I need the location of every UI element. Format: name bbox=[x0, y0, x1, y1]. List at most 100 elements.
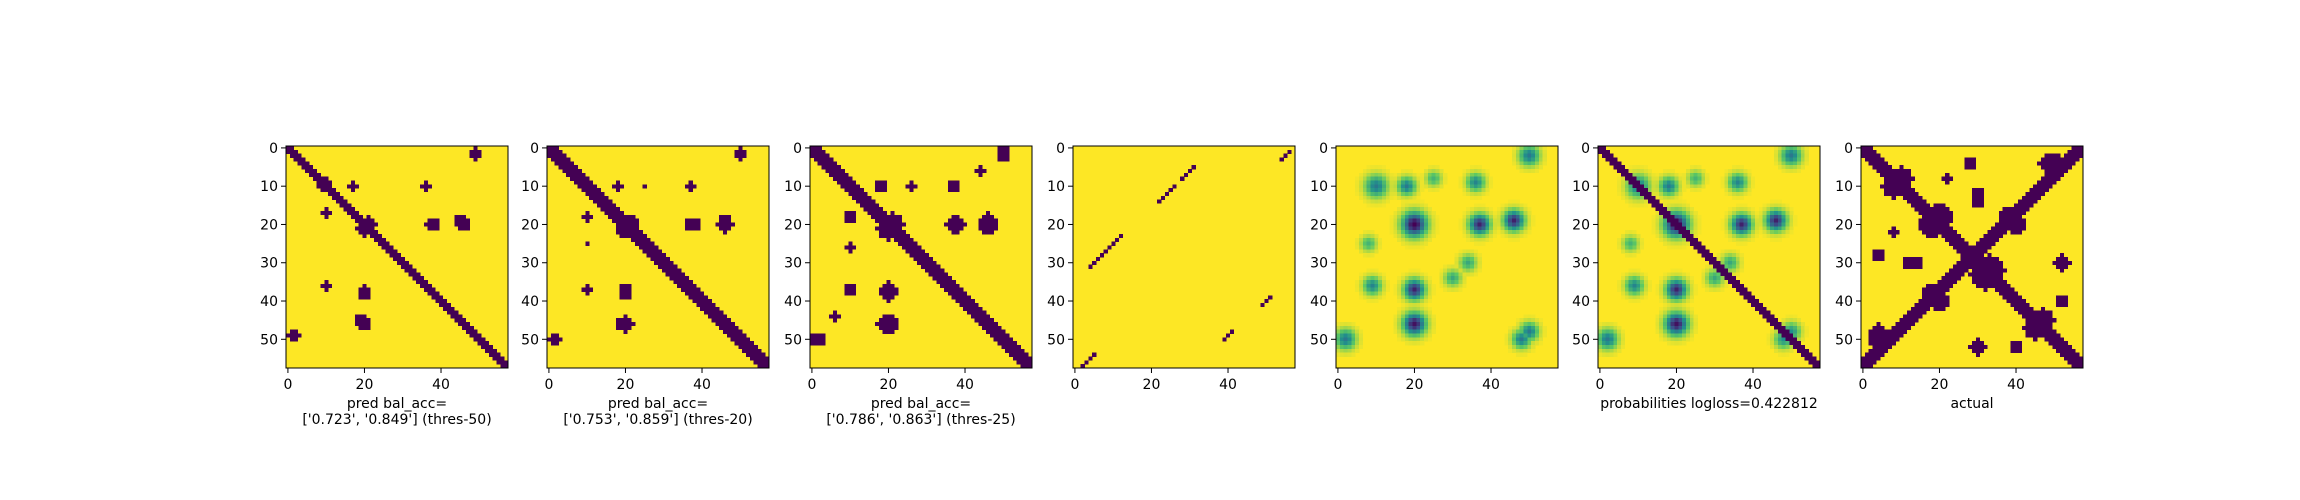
heatmap-cell bbox=[1355, 191, 1360, 197]
heatmap-cell bbox=[1910, 188, 1915, 193]
heatmap-cell bbox=[1781, 211, 1786, 216]
heatmap-cell bbox=[688, 188, 693, 193]
heatmap-cell bbox=[1972, 165, 1977, 170]
heatmap-cell bbox=[1998, 283, 2003, 288]
heatmap-cell bbox=[1598, 345, 1603, 350]
heatmap-cell bbox=[1789, 322, 1794, 327]
heatmap-cell bbox=[339, 199, 344, 204]
heatmap-cell bbox=[2071, 161, 2076, 166]
heatmap-cell bbox=[1416, 337, 1421, 342]
y-tick-label: 10 bbox=[1572, 179, 1590, 195]
heatmap-cell bbox=[1535, 325, 1540, 331]
heatmap-cell bbox=[458, 214, 463, 220]
heatmap-cell bbox=[832, 168, 838, 174]
heatmap-cell bbox=[1793, 149, 1798, 154]
heatmap-cell bbox=[377, 234, 382, 239]
heatmap-cell bbox=[1481, 214, 1486, 220]
heatmap-cell bbox=[1663, 318, 1668, 323]
heatmap-cell bbox=[1636, 268, 1641, 273]
heatmap-cell bbox=[1416, 318, 1421, 323]
heatmap-cell bbox=[1743, 180, 1748, 185]
heatmap-cell bbox=[1945, 276, 1950, 281]
heatmap-cell bbox=[308, 168, 314, 174]
heatmap-cell bbox=[1918, 260, 1923, 265]
heatmap-cell bbox=[1336, 333, 1341, 338]
heatmap-cell bbox=[1504, 234, 1509, 239]
heatmap-cell bbox=[1477, 168, 1482, 174]
heatmap-cell bbox=[654, 253, 659, 258]
heatmap-cell bbox=[757, 364, 762, 369]
heatmap-cell bbox=[324, 211, 329, 216]
heatmap-cell bbox=[1720, 176, 1725, 181]
heatmap-cell bbox=[1378, 245, 1383, 250]
heatmap-cell bbox=[715, 314, 720, 319]
heatmap-cell bbox=[1968, 264, 1973, 269]
heatmap-cell bbox=[1527, 318, 1532, 323]
heatmap-cell bbox=[882, 283, 887, 288]
heatmap-cell bbox=[878, 180, 884, 185]
heatmap-cell bbox=[1092, 260, 1097, 265]
heatmap-cell bbox=[1508, 226, 1513, 231]
heatmap-cell bbox=[289, 146, 294, 151]
heatmap-cell bbox=[1666, 168, 1672, 174]
heatmap-cell bbox=[1918, 226, 1923, 231]
heatmap-cell bbox=[324, 184, 329, 189]
heatmap-cell bbox=[1443, 276, 1448, 281]
heatmap-cell bbox=[2040, 333, 2046, 338]
heatmap-cell bbox=[1929, 222, 1935, 227]
heatmap-cell bbox=[1393, 176, 1398, 181]
heatmap-cell bbox=[1770, 234, 1775, 239]
heatmap-cell bbox=[1743, 214, 1748, 220]
heatmap-cell bbox=[1655, 218, 1660, 223]
heatmap-cell bbox=[2063, 341, 2068, 346]
heatmap-cell bbox=[2071, 149, 2076, 154]
heatmap-cell bbox=[1960, 249, 1965, 254]
heatmap-cell bbox=[623, 226, 628, 231]
heatmap-cell bbox=[1640, 241, 1645, 246]
heatmap-cell bbox=[1001, 329, 1006, 334]
heatmap-cell bbox=[1424, 283, 1429, 288]
heatmap-cell bbox=[397, 257, 402, 262]
heatmap-cell bbox=[592, 188, 598, 193]
heatmap-cell bbox=[1640, 237, 1645, 242]
heatmap-cell bbox=[1659, 234, 1664, 239]
heatmap-cell bbox=[680, 287, 686, 292]
heatmap-cell bbox=[936, 279, 941, 285]
heatmap-cell bbox=[1751, 218, 1756, 223]
heatmap-cell bbox=[2075, 360, 2080, 365]
heatmap-cell bbox=[982, 230, 987, 235]
heatmap-cell bbox=[1906, 176, 1912, 181]
heatmap-cell bbox=[1458, 268, 1463, 273]
heatmap-cell bbox=[1975, 245, 1980, 250]
heatmap-cell bbox=[1531, 161, 1536, 166]
heatmap-cell bbox=[1477, 165, 1482, 170]
heatmap-cell bbox=[1643, 188, 1649, 193]
heatmap-cell bbox=[890, 291, 895, 296]
heatmap-cell bbox=[1489, 234, 1494, 239]
heatmap-cell bbox=[1864, 352, 1869, 357]
heatmap-cell bbox=[1918, 222, 1923, 227]
heatmap-cell bbox=[1477, 234, 1482, 239]
heatmap-cell bbox=[1709, 264, 1714, 269]
heatmap-cell bbox=[1412, 199, 1417, 204]
heatmap-cell bbox=[1781, 146, 1786, 151]
heatmap-cell bbox=[585, 180, 590, 185]
heatmap-cell bbox=[1983, 237, 1988, 242]
heatmap-cell bbox=[692, 222, 697, 227]
heatmap-cell bbox=[638, 245, 643, 250]
heatmap-cell bbox=[1739, 214, 1744, 220]
heatmap-cell bbox=[1420, 172, 1425, 177]
heatmap-cell bbox=[1447, 264, 1452, 269]
heatmap-cell bbox=[943, 287, 949, 292]
heatmap-cell bbox=[1351, 352, 1356, 357]
heatmap-cell bbox=[963, 222, 968, 227]
heatmap-cell bbox=[1682, 302, 1687, 308]
heatmap-cell bbox=[703, 295, 709, 300]
heatmap-cell bbox=[1504, 207, 1509, 212]
heatmap-cell bbox=[2010, 214, 2015, 220]
heatmap-cell bbox=[1500, 203, 1505, 208]
heatmap-cell bbox=[680, 279, 686, 285]
heatmap-cell bbox=[1508, 348, 1513, 353]
heatmap-cell bbox=[1686, 203, 1691, 208]
heatmap-cell bbox=[654, 257, 659, 262]
